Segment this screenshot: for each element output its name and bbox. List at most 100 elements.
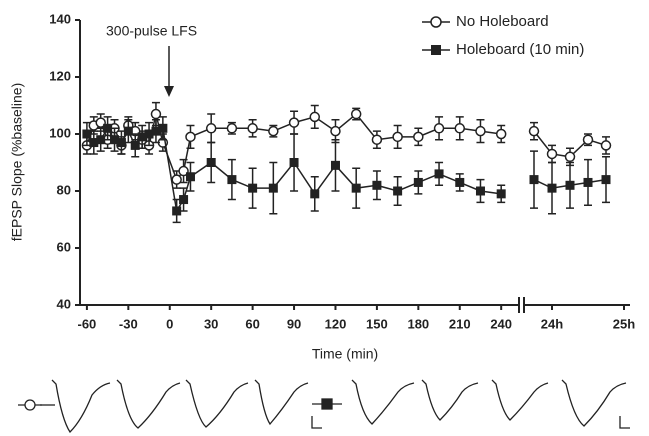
data-point (529, 175, 539, 185)
scale-bar (311, 416, 322, 429)
data-point (227, 175, 237, 185)
x-tick-label: 210 (449, 316, 471, 331)
y-axis-label: fEPSP Slope (%baseline) (9, 83, 25, 242)
data-point (455, 177, 465, 187)
data-point (309, 111, 321, 123)
legend-marker (431, 45, 441, 55)
x-axis-label: Time (min) (312, 346, 378, 362)
data-point (546, 148, 558, 160)
data-point (351, 183, 361, 193)
x-tick-label: 60 (245, 316, 259, 331)
trace (116, 379, 181, 429)
data-point (172, 206, 182, 216)
x-tick-label: -30 (119, 316, 138, 331)
annotation: 300-pulse LFS (106, 23, 197, 39)
data-point (226, 123, 238, 134)
data-point (413, 177, 423, 187)
data-point (110, 135, 120, 145)
x-tick-label: 24h (541, 316, 563, 331)
x-tick-label: 150 (366, 316, 388, 331)
data-point (528, 125, 540, 137)
data-point (582, 134, 594, 145)
data-point (454, 123, 466, 134)
data-point (268, 125, 279, 137)
x-tick-label: 30 (204, 316, 218, 331)
data-point (434, 169, 444, 179)
trace (254, 379, 309, 426)
data-point (547, 183, 557, 193)
data-point (82, 129, 92, 139)
trace (421, 379, 479, 421)
data-point (178, 165, 189, 177)
data-point (123, 126, 133, 136)
data-point (496, 189, 506, 199)
legend-label: Holeboard (10 min) (456, 41, 584, 58)
scale-bar (619, 416, 630, 429)
data-point (95, 117, 106, 128)
y-tick-label: 120 (49, 68, 71, 83)
data-point (600, 140, 612, 151)
data-point (144, 129, 154, 139)
data-point (565, 180, 575, 190)
x-tick-label: 25h (613, 316, 635, 331)
y-tick-label: 60 (57, 239, 71, 254)
data-point (179, 195, 189, 205)
data-point (103, 123, 113, 133)
data-point (158, 123, 168, 133)
data-point (289, 158, 299, 167)
legend-marker (430, 16, 442, 28)
data-point (475, 125, 486, 137)
data-point (495, 128, 507, 140)
data-point (185, 131, 196, 143)
data-point (206, 158, 216, 167)
y-tick-label: 140 (49, 11, 71, 26)
data-point (371, 134, 383, 145)
data-point (392, 131, 403, 143)
legend-label: No Holeboard (456, 13, 549, 30)
trace (351, 379, 415, 425)
data-point (475, 186, 485, 196)
data-point (350, 108, 362, 120)
x-tick-label: -60 (78, 316, 97, 331)
x-tick-label: 240 (490, 316, 512, 331)
x-tick-label: 90 (287, 316, 301, 331)
trace (491, 379, 549, 421)
data-point (96, 135, 106, 145)
trace-legend-square (321, 398, 333, 410)
data-point (89, 138, 99, 148)
x-tick-label: 120 (325, 316, 347, 331)
y-tick-label: 40 (57, 296, 71, 311)
data-point (372, 180, 382, 190)
data-point (137, 132, 147, 142)
data-point (116, 138, 126, 148)
y-tick-label: 100 (49, 125, 71, 140)
data-point (583, 177, 593, 187)
traces (18, 379, 630, 434)
data-point (288, 117, 300, 128)
data-point (268, 183, 278, 193)
annotation-arrowhead (164, 86, 174, 97)
data-point (564, 151, 576, 163)
x-tick-label: 0 (166, 316, 173, 331)
data-point (433, 123, 445, 134)
data-point (413, 131, 424, 143)
data-point (185, 172, 195, 182)
data-point (130, 140, 140, 150)
trace (561, 379, 627, 427)
trace (185, 379, 249, 428)
data-point (248, 183, 258, 193)
data-point (310, 189, 320, 199)
trace (51, 379, 111, 434)
x-tick-label: 180 (407, 316, 429, 331)
data-point (393, 186, 403, 196)
data-point (151, 126, 161, 136)
data-point (330, 125, 341, 137)
data-point (150, 108, 162, 120)
data-point (247, 123, 258, 134)
y-tick-label: 80 (57, 182, 71, 197)
data-point (171, 174, 182, 185)
data-point (330, 160, 340, 170)
data-point (205, 123, 217, 134)
